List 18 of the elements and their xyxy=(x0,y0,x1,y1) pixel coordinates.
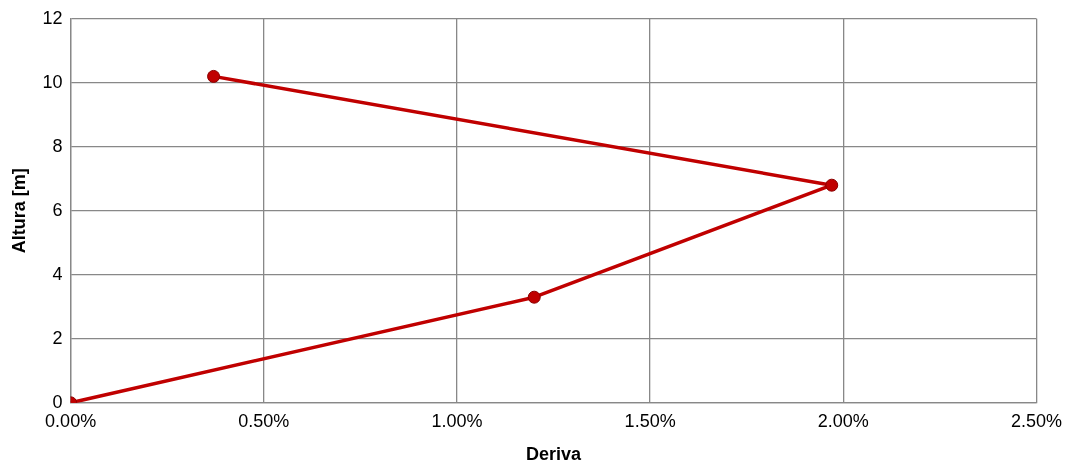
y-tick-label: 4 xyxy=(52,263,63,284)
x-axis-title: Deriva xyxy=(526,444,583,465)
x-tick-label: 1.50% xyxy=(624,410,676,431)
y-axis-title: Altura [m] xyxy=(8,168,29,254)
x-tick-label: 1.00% xyxy=(431,410,483,431)
y-tick-label: 0 xyxy=(52,391,63,412)
point xyxy=(825,178,839,192)
y-tick-label: 2 xyxy=(52,327,63,348)
y-tick-label: 12 xyxy=(42,7,63,28)
x-tick-label: 2.50% xyxy=(1010,410,1062,431)
point xyxy=(207,69,221,83)
point xyxy=(527,290,541,304)
y-tick-label: 8 xyxy=(52,135,63,156)
y-tick-label: 6 xyxy=(52,199,63,220)
x-tick-label: 0.50% xyxy=(238,410,290,431)
x-tick-label: 2.00% xyxy=(817,410,869,431)
y-tick-label: 10 xyxy=(42,71,63,92)
x-tick-label: 0.00% xyxy=(45,410,97,431)
